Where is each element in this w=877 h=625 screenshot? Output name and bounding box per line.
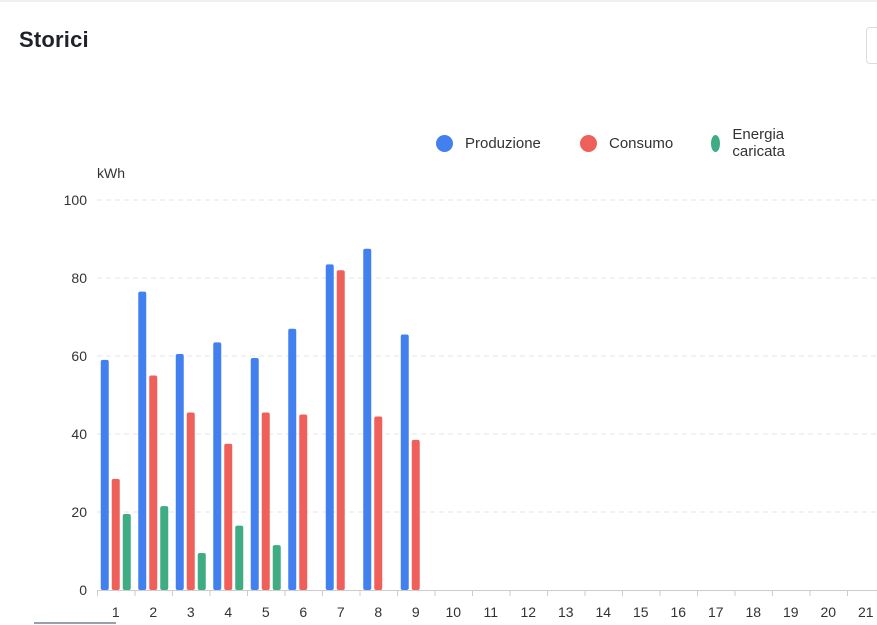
x-tick-label: 16 [670, 604, 686, 620]
legend-item-energia-caricata[interactable]: Energia caricata [711, 126, 793, 160]
bar-produzione [100, 359, 109, 590]
legend-label-energia-caricata: Energia caricata [732, 126, 785, 160]
bar-produzione [325, 264, 334, 590]
y-tick-label: 0 [79, 582, 87, 598]
x-tick-label: 2 [149, 604, 157, 620]
bar-consumo [411, 439, 420, 590]
bar-energia-caricata [235, 525, 244, 590]
bar-consumo [374, 416, 383, 590]
legend-label-consumo: Consumo [609, 134, 674, 152]
x-tick-label: 6 [299, 604, 307, 620]
bar-produzione [250, 357, 259, 590]
bar-consumo [224, 443, 233, 590]
x-tick-label: 13 [558, 604, 574, 620]
bar-energia-caricata [197, 552, 206, 590]
x-tick-label: 10 [445, 604, 461, 620]
legend-label-produzione: Produzione [465, 134, 541, 152]
y-tick-label: 60 [71, 348, 87, 364]
bar-consumo [336, 270, 345, 590]
page-title: Storici [19, 27, 89, 52]
x-tick-label: 9 [412, 604, 420, 620]
bar-produzione [400, 334, 409, 590]
x-tick-label: 5 [262, 604, 270, 620]
x-tick-label: 11 [483, 604, 498, 620]
bar-consumo [186, 412, 195, 590]
y-axis-label: kWh [97, 165, 125, 181]
legend-dot-consumo [580, 134, 597, 152]
bar-consumo [261, 412, 270, 590]
scroll-indicator[interactable] [34, 622, 116, 624]
bar-consumo [111, 478, 120, 590]
bar-produzione [213, 342, 222, 590]
x-tick-label: 8 [374, 604, 382, 620]
x-tick-label: 17 [708, 604, 724, 620]
bar-consumo [149, 375, 158, 590]
bar-energia-caricata [160, 506, 169, 590]
legend-dot-produzione [436, 134, 453, 152]
bar-energia-caricata [122, 513, 131, 590]
legend-item-produzione[interactable]: Produzione [436, 132, 541, 154]
x-tick-label: 18 [745, 604, 761, 620]
y-tick-label: 40 [71, 426, 87, 442]
bar-produzione [138, 291, 147, 590]
bar-produzione [288, 328, 297, 590]
bar-produzione [175, 354, 184, 590]
x-tick-label: 20 [820, 604, 836, 620]
y-tick-label: 100 [64, 192, 88, 208]
y-tick-label: 80 [71, 270, 87, 286]
legend-item-consumo[interactable]: Consumo [580, 132, 673, 154]
y-tick-label: 20 [71, 504, 87, 520]
legend-dot-energia-caricata [711, 134, 721, 152]
x-tick-label: 21 [858, 604, 874, 620]
x-tick-label: 7 [337, 604, 345, 620]
top-border [0, 0, 877, 2]
x-tick-label: 12 [520, 604, 536, 620]
x-tick-label: 3 [187, 604, 195, 620]
x-tick-label: 1 [112, 604, 120, 620]
header-control[interactable] [866, 27, 877, 64]
x-tick-label: 19 [783, 604, 799, 620]
bar-consumo [299, 414, 308, 590]
bar-produzione [363, 248, 372, 590]
x-tick-label: 14 [595, 604, 611, 620]
x-tick-label: 15 [633, 604, 649, 620]
x-tick-label: 4 [224, 604, 232, 620]
bar-energia-caricata [272, 545, 281, 590]
